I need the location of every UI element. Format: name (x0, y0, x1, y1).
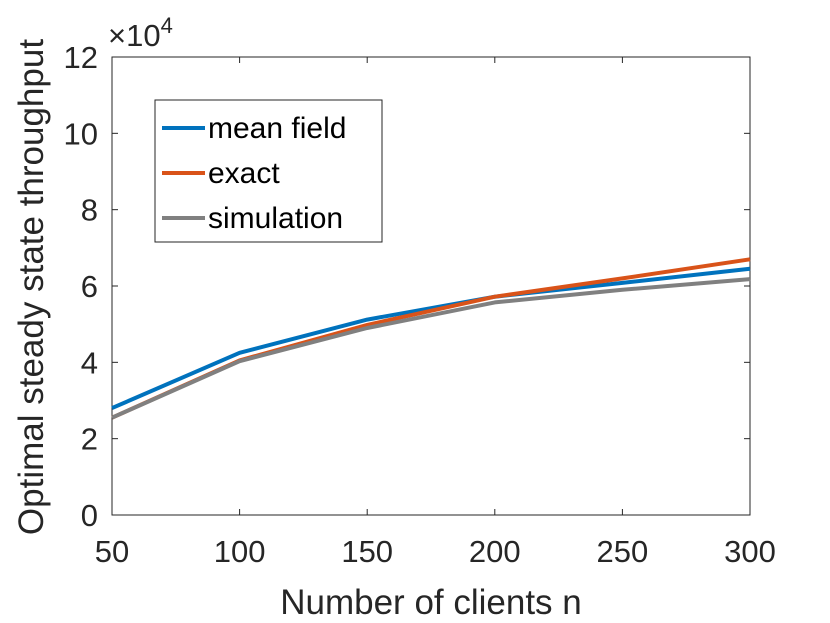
legend: mean field exact simulation (154, 99, 383, 243)
x-axis-ticks: 50 100 150 200 250 300 (95, 57, 776, 569)
y-axis-ticks: 0 2 4 6 8 10 12 (64, 40, 750, 533)
x-tick-label: 150 (341, 534, 393, 569)
y-tick-label: 4 (81, 345, 98, 380)
legend-label-simulation: simulation (208, 202, 343, 235)
legend-label-exact: exact (208, 157, 280, 190)
series-line-exact (111, 257, 751, 420)
series-lines (111, 257, 751, 420)
y-tick-label: 2 (81, 422, 98, 457)
x-tick-label: 50 (95, 534, 129, 569)
y-axis-label: Optimal steady state throughput (12, 39, 51, 535)
y-tick-label: 8 (81, 193, 98, 228)
series-line-mean-field (111, 266, 751, 410)
x-tick-label: 200 (469, 534, 521, 569)
y-tick-label: 6 (81, 269, 98, 304)
x-tick-label: 300 (724, 534, 776, 569)
y-exponent-superscript: 4 (161, 13, 173, 38)
x-axis-label: Number of clients n (280, 583, 582, 622)
series-line-simulation (111, 277, 751, 420)
x-tick-label: 100 (214, 534, 266, 569)
y-tick-label: 0 (81, 498, 98, 533)
y-tick-label: 10 (64, 116, 98, 151)
x-tick-label: 250 (597, 534, 649, 569)
legend-label-mean-field: mean field (208, 112, 346, 145)
y-exponent-label: ×104 (108, 13, 173, 53)
y-tick-label: 12 (64, 40, 98, 75)
